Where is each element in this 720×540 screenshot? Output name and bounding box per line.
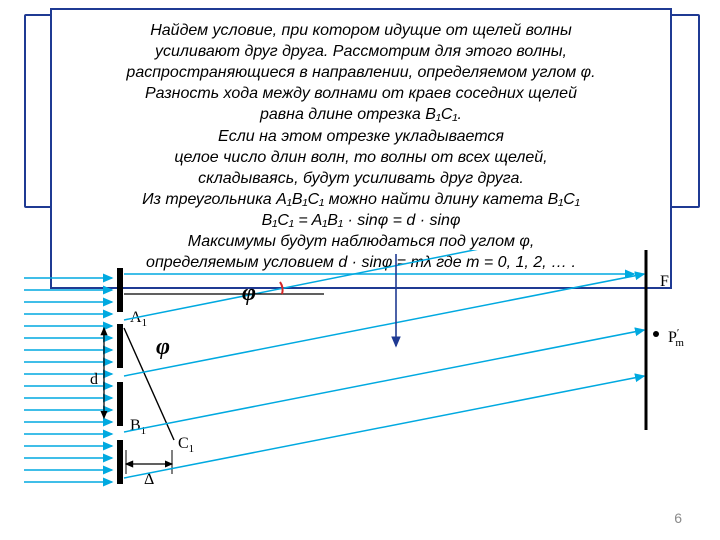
line-9: Из треугольника A₁B₁C₁ можно найти длину… (64, 189, 658, 210)
C1-label: C1 (178, 435, 194, 455)
line-10: B₁C₁ = A₁B₁ · sinφ = d · sinφ (64, 210, 658, 231)
phi-label-2: φ (156, 334, 170, 361)
line-4: Разность хода между волнами от краев сос… (64, 83, 658, 104)
line-1: Найдем условие, при котором идущие от ще… (64, 20, 658, 41)
line-2: усиливают друг друга. Рассмотрим для это… (64, 41, 658, 62)
line-3: распространяющиеся в направлении, опреде… (64, 62, 658, 83)
F-label: F (660, 273, 669, 290)
explanation-box: Найдем условие, при котором идущие от ще… (50, 8, 672, 289)
diffraction-diagram: d A1 B1 C1 Δ F P′m (24, 250, 696, 510)
line-6: Если на этом отрезке укладывается (64, 126, 658, 147)
P-dot (653, 331, 659, 337)
Pm-label: P′m (668, 327, 684, 349)
d-label: d (90, 371, 98, 388)
B1-label: B1 (130, 417, 146, 437)
phi-label-1: φ (242, 280, 256, 307)
line-5: равна длине отрезка B₁C₁. (64, 104, 658, 125)
line-8: складываясь, будут усиливать друг друга. (64, 168, 658, 189)
page-number: 6 (674, 510, 682, 526)
slide: Найдем условие, при котором идущие от ще… (0, 0, 720, 540)
line-7: целое число длин волн, то волны от всех … (64, 147, 658, 168)
